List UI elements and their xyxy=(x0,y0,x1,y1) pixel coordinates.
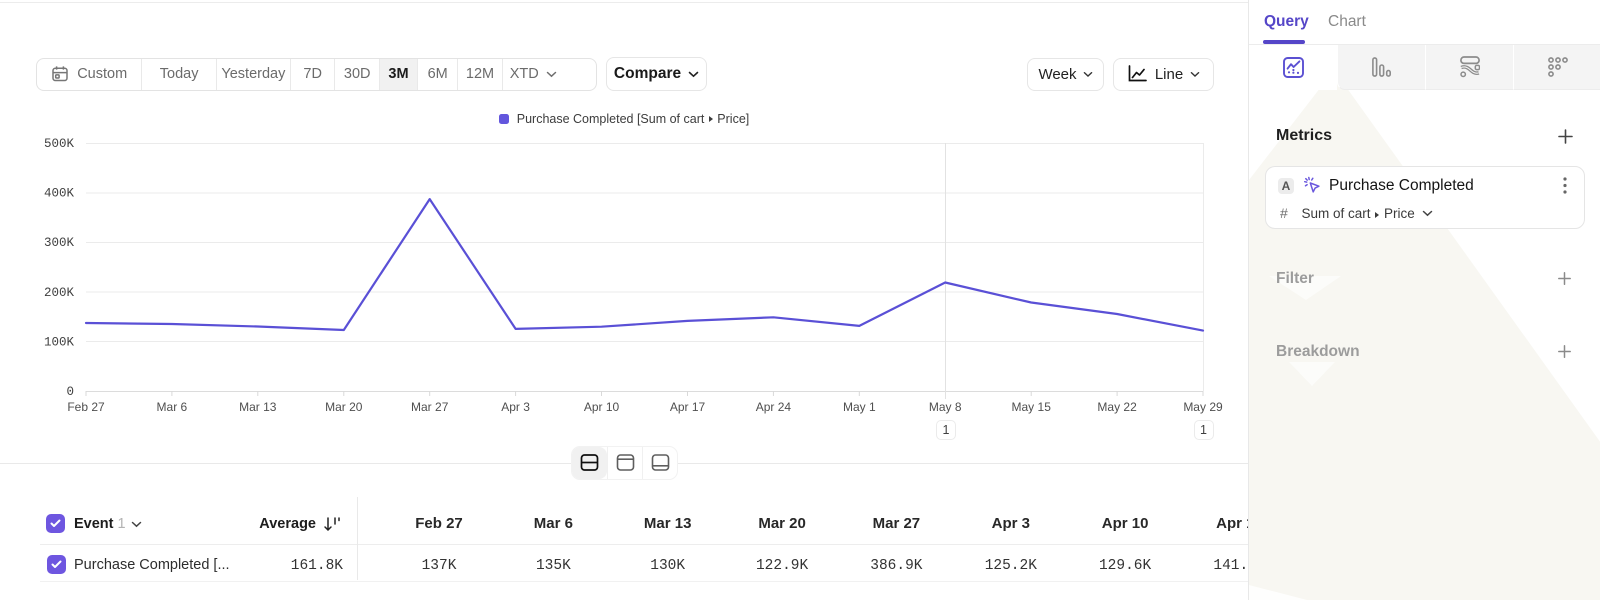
svg-text:May 29: May 29 xyxy=(1183,400,1223,414)
svg-text:0: 0 xyxy=(66,385,74,399)
svg-text:400K: 400K xyxy=(44,187,75,201)
svg-text:100K: 100K xyxy=(44,335,75,349)
svg-text:Apr 3: Apr 3 xyxy=(501,400,530,414)
svg-text:May 22: May 22 xyxy=(1097,400,1137,414)
svg-text:300K: 300K xyxy=(44,236,75,250)
svg-text:Mar 27: Mar 27 xyxy=(411,400,449,414)
svg-text:500K: 500K xyxy=(44,137,75,151)
svg-text:Apr 10: Apr 10 xyxy=(584,400,620,414)
svg-text:Mar 6: Mar 6 xyxy=(157,400,188,414)
svg-text:Feb 27: Feb 27 xyxy=(67,400,105,414)
svg-text:200K: 200K xyxy=(44,286,75,300)
svg-text:May 1: May 1 xyxy=(843,400,876,414)
svg-text:May 15: May 15 xyxy=(1012,400,1052,414)
svg-text:Mar 20: Mar 20 xyxy=(325,400,363,414)
svg-text:Apr 24: Apr 24 xyxy=(756,400,792,414)
svg-text:Mar 13: Mar 13 xyxy=(239,400,277,414)
svg-text:Apr 17: Apr 17 xyxy=(670,400,706,414)
svg-text:May 8: May 8 xyxy=(929,400,962,414)
